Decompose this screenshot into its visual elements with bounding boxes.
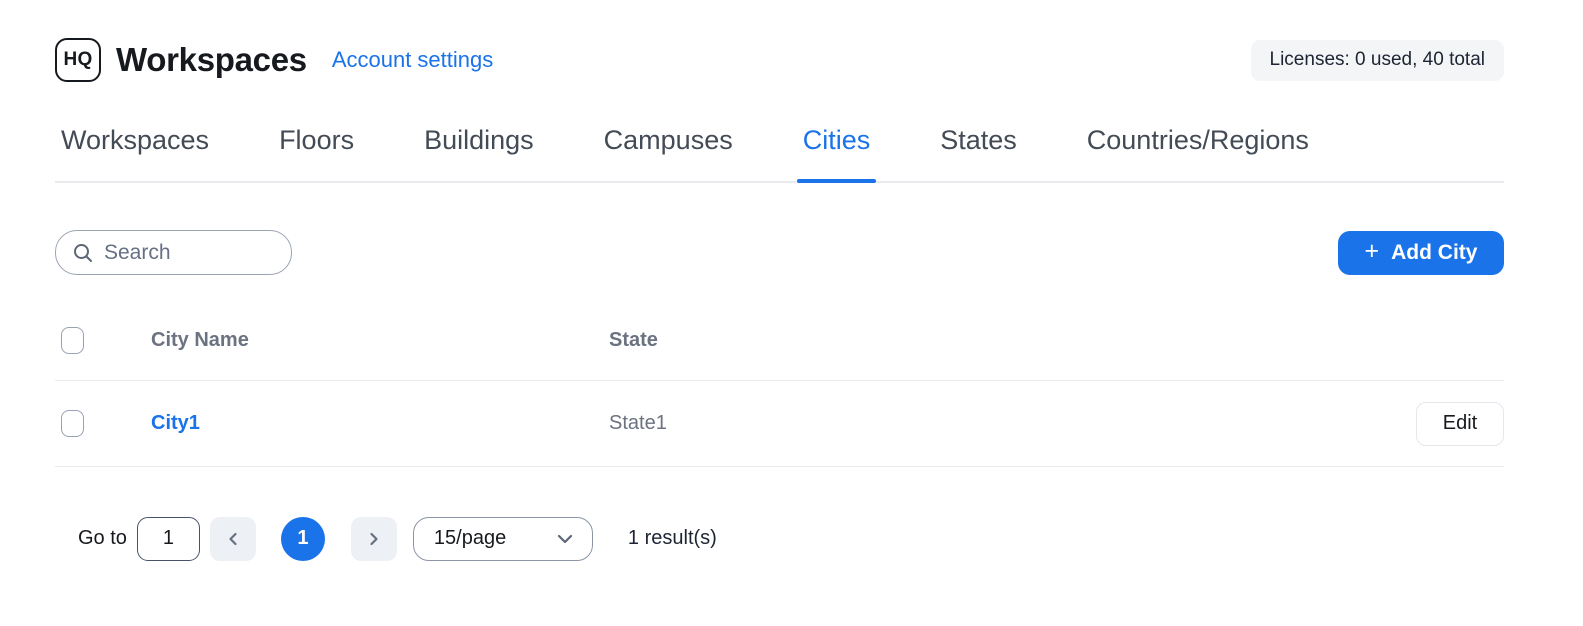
add-city-button-label: Add City	[1391, 240, 1478, 264]
search-input[interactable]	[104, 240, 277, 265]
goto-page-input[interactable]	[136, 516, 200, 561]
licenses-badge: Licenses: 0 used, 40 total	[1250, 39, 1504, 81]
hq-logo-text: HQ	[63, 49, 93, 70]
header: HQ Workspaces Account settings Licenses:…	[55, 35, 1504, 85]
search-box[interactable]	[55, 230, 292, 275]
add-city-button[interactable]: + Add City	[1338, 230, 1504, 275]
goto-label: Go to	[78, 527, 127, 549]
previous-page-button[interactable]	[209, 516, 256, 561]
tab-countries-regions[interactable]: Countries/Regions	[1086, 125, 1309, 155]
tab-states[interactable]: States	[940, 125, 1017, 155]
city-name-link[interactable]: City1	[151, 412, 200, 434]
search-icon	[74, 243, 92, 262]
tab-bar: Workspaces Floors Buildings Campuses Cit…	[55, 115, 1504, 183]
tab-buildings[interactable]: Buildings	[424, 125, 534, 155]
tab-campuses[interactable]: Campuses	[603, 125, 733, 155]
column-header-state: State	[609, 329, 658, 351]
page-size-select[interactable]: 15/page	[412, 516, 593, 561]
hq-logo: HQ	[55, 38, 101, 82]
tab-workspaces[interactable]: Workspaces	[61, 125, 210, 155]
select-all-checkbox[interactable]	[61, 327, 84, 354]
pagination: Go to 1 15/page 1 result(s)	[55, 516, 1504, 561]
page-title: Workspaces	[116, 41, 307, 78]
plus-icon: +	[1364, 237, 1380, 265]
account-settings-link[interactable]: Account settings	[331, 47, 494, 72]
table-row: City1 State1 Edit	[55, 381, 1504, 467]
table-header-row: City Name State	[55, 301, 1504, 381]
chevron-down-icon	[557, 534, 573, 543]
tab-cities[interactable]: Cities	[796, 115, 877, 183]
state-value: State1	[609, 412, 667, 434]
column-header-city-name: City Name	[151, 329, 249, 351]
tab-floors[interactable]: Floors	[279, 125, 355, 155]
chevron-right-icon	[370, 532, 378, 545]
results-count: 1 result(s)	[627, 527, 717, 549]
chevron-left-icon	[229, 532, 237, 545]
toolbar: + Add City	[55, 230, 1504, 275]
current-page-indicator[interactable]: 1	[280, 516, 325, 561]
edit-button[interactable]: Edit	[1416, 401, 1504, 446]
row-checkbox[interactable]	[61, 410, 84, 437]
next-page-button[interactable]	[350, 516, 397, 561]
cities-table: City Name State City1 State1 Edit	[55, 301, 1504, 467]
page-size-value: 15/page	[433, 527, 507, 549]
